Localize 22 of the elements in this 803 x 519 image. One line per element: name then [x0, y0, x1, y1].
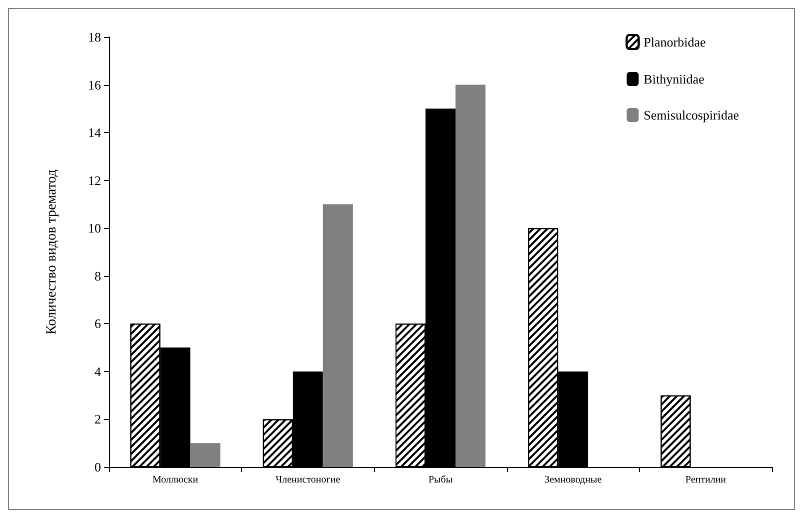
y-tick-label: 4 — [94, 364, 102, 379]
bar — [322, 204, 353, 467]
legend-label: Bithyniidae — [644, 72, 705, 86]
bar — [190, 443, 220, 467]
x-tick-label: Земноводные — [544, 474, 602, 486]
x-tick-label: Членистоногие — [276, 474, 341, 486]
y-tick-label: 14 — [88, 125, 102, 140]
x-tick-label: Рептилии — [685, 474, 727, 486]
y-tick-label: 10 — [88, 220, 101, 236]
legend-label: Semisulcospiridae — [644, 108, 740, 122]
y-tick-label: 6 — [94, 316, 102, 332]
y-tick-label: 0 — [94, 460, 101, 474]
y-tick-label: 16 — [88, 77, 102, 92]
x-tick-label: Рыбы — [428, 474, 453, 486]
y-tick-label: 8 — [94, 268, 101, 284]
x-tick-label: Моллюски — [152, 474, 199, 486]
y-tick-label: 12 — [88, 172, 101, 188]
y-axis-title: Количество видов трематод — [44, 170, 60, 334]
y-tick-label: 18 — [88, 30, 101, 44]
legend-label: Planorbidae — [644, 34, 706, 50]
y-tick-label: 2 — [94, 412, 101, 427]
bar — [456, 84, 486, 467]
